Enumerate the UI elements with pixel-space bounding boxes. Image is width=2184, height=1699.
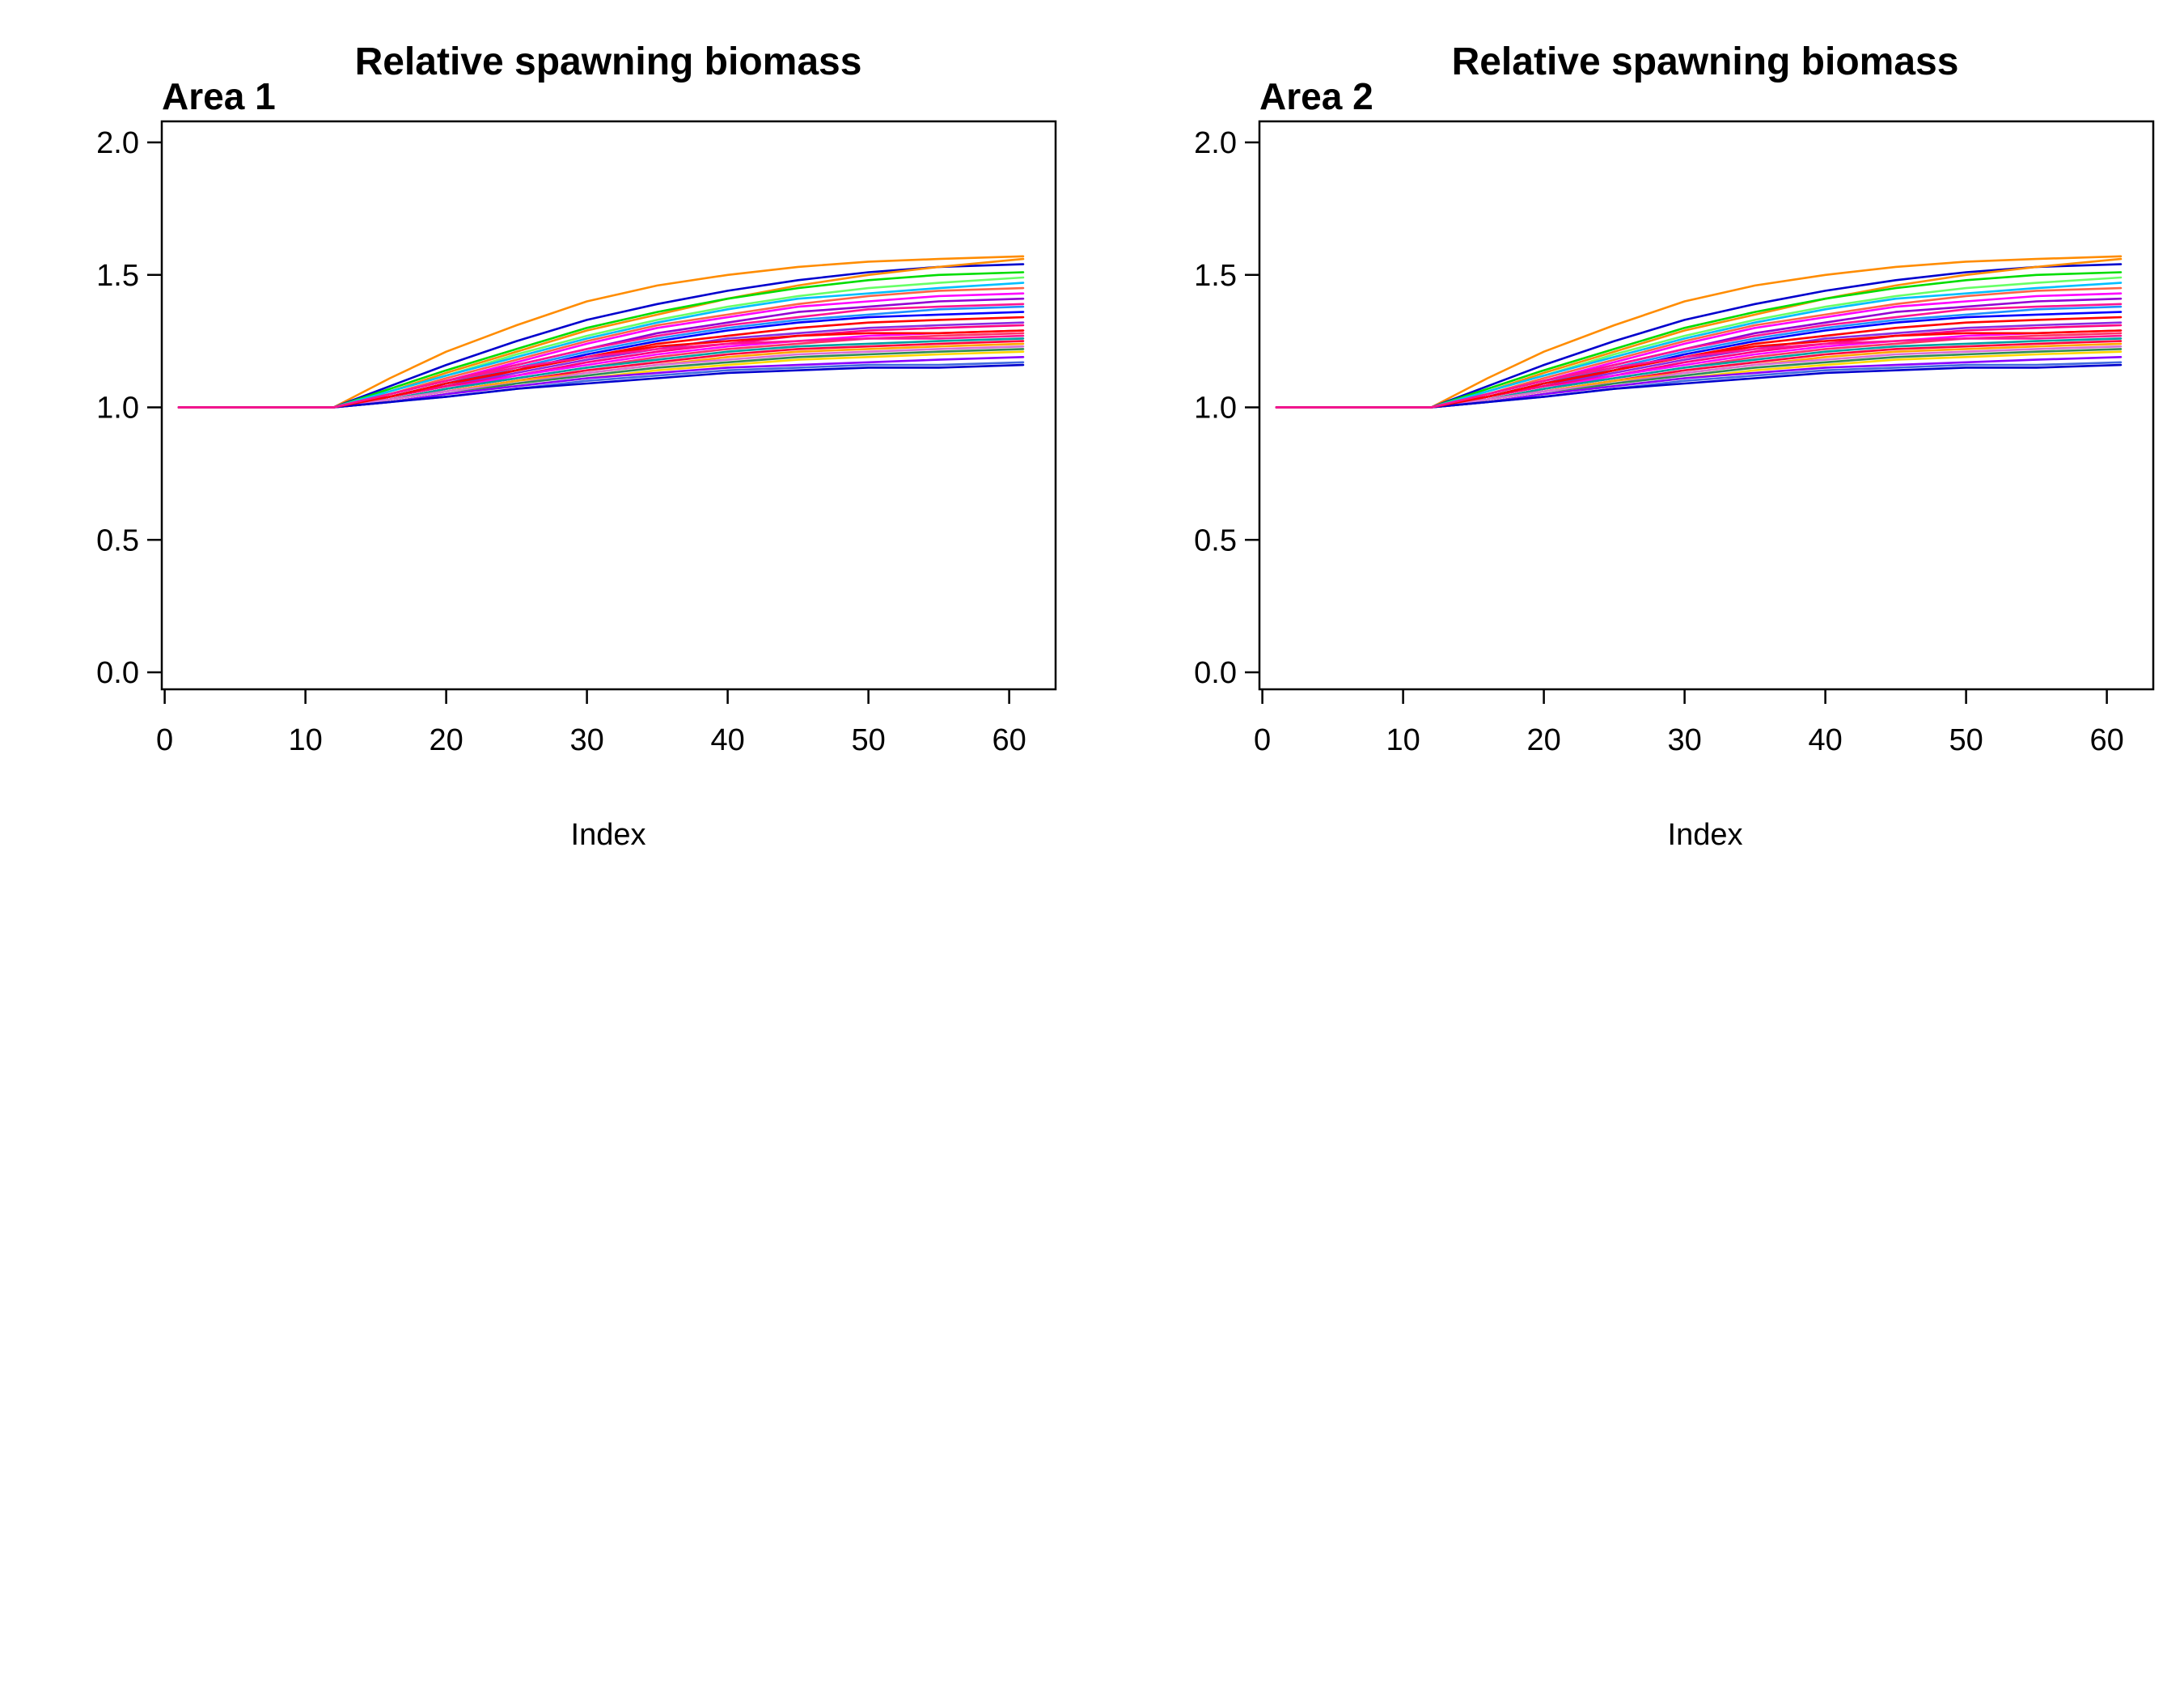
x-axis-label: Index	[571, 818, 646, 852]
x-tick-label: 20	[1526, 723, 1560, 757]
x-axis-label: Index	[1668, 818, 1743, 852]
series-layer	[1275, 255, 2123, 409]
series-line-6	[1275, 282, 2123, 409]
series-line-6	[177, 282, 1025, 409]
y-tick-label: 0.5	[96, 523, 139, 557]
x-tick-label: 40	[710, 723, 744, 757]
y-tick-label: 0.5	[1194, 523, 1237, 557]
panel-label: Area 2	[1259, 75, 1373, 117]
series-line-27	[177, 329, 1025, 409]
series-line-26	[1275, 363, 2123, 409]
x-tick-label: 60	[992, 723, 1026, 757]
x-tick-label: 60	[2089, 723, 2123, 757]
chart-title: Relative spawning biomass	[355, 40, 862, 83]
plot-frame	[1258, 120, 2155, 691]
series-line-4	[1275, 271, 2123, 409]
x-tick-label: 20	[429, 723, 463, 757]
series-line-4	[177, 271, 1025, 409]
x-tick-label: 10	[288, 723, 322, 757]
x-tick-label: 40	[1808, 723, 1842, 757]
series-layer	[177, 255, 1025, 409]
panel-label: Area 1	[162, 75, 276, 117]
x-tick-label: 50	[1949, 723, 1983, 757]
x-tick-label: 0	[156, 723, 173, 757]
y-tick-label: 2.0	[96, 126, 139, 160]
chart-title: Relative spawning biomass	[1452, 40, 1959, 83]
x-tick-label: 0	[1254, 723, 1271, 757]
y-tick-label: 0.0	[1194, 656, 1237, 690]
axis-layer: 0 10 20 30 40 50 60 0.0 0.5 1.0 1.5 2.0	[1194, 126, 2124, 757]
plot-frame	[160, 120, 1057, 691]
y-tick-label: 1.0	[96, 392, 139, 426]
series-line-28	[177, 334, 1025, 409]
axis-layer: 0 10 20 30 40 50 60 0.0 0.5 1.0 1.5 2.0	[96, 126, 1026, 757]
x-tick-label: 30	[569, 723, 603, 757]
x-tick-label: 10	[1386, 723, 1420, 757]
series-line-21	[177, 345, 1025, 409]
series-line-26	[177, 363, 1025, 409]
x-tick-label: 50	[851, 723, 885, 757]
y-tick-label: 1.0	[1194, 392, 1237, 426]
y-tick-label: 2.0	[1194, 126, 1237, 160]
panel-area-2: Relative spawning biomass Area 2 0 10 20 30…	[1194, 40, 2155, 852]
series-line-1	[1275, 255, 2123, 409]
x-tick-label: 30	[1667, 723, 1701, 757]
y-tick-label: 1.5	[96, 259, 139, 293]
series-line-27	[1275, 329, 2123, 409]
series-line-1	[177, 255, 1025, 409]
y-tick-label: 1.5	[1194, 259, 1237, 293]
series-line-2	[177, 263, 1025, 409]
y-tick-label: 0.0	[96, 656, 139, 690]
series-line-21	[1275, 345, 2123, 409]
panel-area-1: Relative spawning biomass Area 1 0 10 20 30…	[96, 40, 1057, 852]
series-line-2	[1275, 263, 2123, 409]
series-line-28	[1275, 334, 2123, 409]
